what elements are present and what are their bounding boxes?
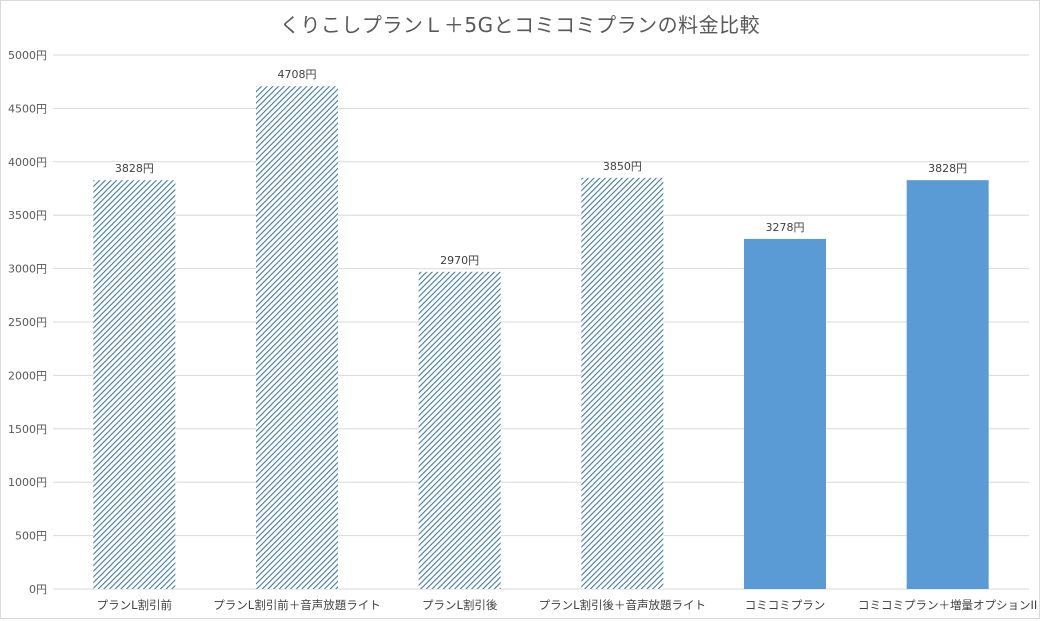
- data-label: 3850円: [603, 160, 642, 173]
- y-tick-label: 3000円: [8, 263, 47, 276]
- data-labels: 3828円 4708円 2970円 3850円 3278円 3828円: [115, 68, 967, 267]
- y-tick-label: 0円: [29, 583, 47, 596]
- bar: [93, 180, 176, 589]
- bar: [418, 271, 501, 589]
- data-label: 3278円: [766, 221, 805, 234]
- data-label: 3828円: [928, 162, 967, 175]
- y-tick-label: 3500円: [8, 209, 47, 222]
- data-label: 4708円: [278, 68, 317, 81]
- y-tick-label: 2500円: [8, 316, 47, 329]
- bar: [256, 86, 338, 589]
- category-label: プランL割引前＋音声放題ライト: [213, 598, 380, 612]
- y-axis-tick-labels: 0円 500円 1000円 1500円 2000円 2500円 3000円 3500円 4000…: [8, 49, 47, 596]
- gridlines: [53, 54, 1029, 590]
- category-label: プランL割引前: [97, 598, 172, 612]
- category-label: プランL割引後: [422, 598, 498, 612]
- category-labels: プランL割引前 プランL割引前＋音声放題ライト プランL割引後 プランL割引後＋音声放…: [97, 598, 1038, 612]
- chart-title: くりこしプランＬ＋5Gとコミコミプランの料金比較: [279, 13, 761, 37]
- bar: [581, 177, 664, 589]
- y-tick-label: 2000円: [8, 369, 47, 382]
- bar: [744, 238, 826, 589]
- y-tick-label: 4000円: [8, 156, 47, 169]
- category-label: コミコミプラン＋増量オプションII: [858, 598, 1037, 612]
- y-tick-label: 5000円: [8, 49, 47, 62]
- y-tick-label: 500円: [15, 530, 47, 543]
- y-tick-label: 1500円: [8, 423, 47, 436]
- y-tick-label: 1000円: [8, 476, 47, 489]
- data-label: 2970円: [440, 254, 479, 267]
- category-label: コミコミプラン: [745, 598, 826, 612]
- bar: [906, 180, 989, 589]
- y-tick-label: 4500円: [8, 102, 47, 115]
- bars: [93, 86, 989, 589]
- category-label: プランL割引後＋音声放題ライト: [539, 598, 706, 612]
- data-label: 3828円: [115, 162, 154, 175]
